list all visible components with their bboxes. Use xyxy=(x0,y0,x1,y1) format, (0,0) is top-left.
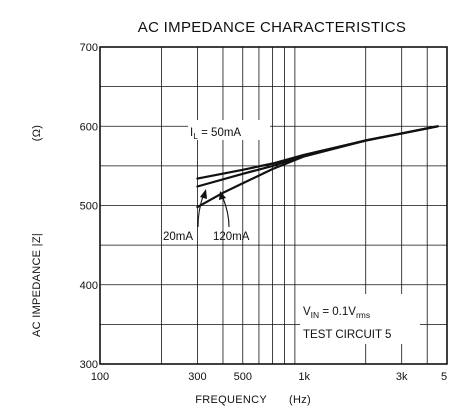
leader-120ma xyxy=(222,197,230,228)
x-tick-label-5: 5 xyxy=(441,371,447,383)
annotations: IL = 50mA 20mA 120mA VIN = 0.1Vrms TEST … xyxy=(163,120,420,344)
label-120ma: 120mA xyxy=(213,231,250,243)
series-line-20ma xyxy=(196,125,439,209)
y-axis-title-group: AC IMPEDANCE |Z| (Ω) xyxy=(31,125,43,337)
arrowhead-120ma xyxy=(219,191,226,200)
il-label-background xyxy=(188,120,270,140)
vin-label: VIN = 0.1Vrms xyxy=(303,306,370,320)
il-label-value: = 50mA xyxy=(198,127,241,139)
il-label-sub: L xyxy=(193,131,198,141)
y-axis-unit: (Ω) xyxy=(31,125,43,141)
vin-sub: IN xyxy=(311,310,320,320)
plot-frame xyxy=(99,46,448,365)
x-axis-title: FREQUENCY xyxy=(195,394,267,406)
x-tick-label-3k: 3k xyxy=(396,371,408,383)
y-tick-label-300: 300 xyxy=(80,359,98,371)
arrowhead-20ma xyxy=(200,189,207,199)
chart-title: AC IMPEDANCE CHARACTERISTICS xyxy=(138,19,406,36)
il-label: IL = 50mA xyxy=(190,127,241,141)
y-tick-label-500: 500 xyxy=(80,201,98,213)
vin-main: V xyxy=(303,306,311,318)
y-tick-label-600: 600 xyxy=(80,121,98,133)
x-tick-label-100: 100 xyxy=(91,371,109,383)
test-circuit-label: TEST CIRCUIT 5 xyxy=(303,329,391,341)
y-axis-title: AC IMPEDANCE |Z| xyxy=(31,233,43,337)
il-label-main: I xyxy=(190,127,193,139)
conditions-background xyxy=(300,294,420,344)
y-tick-label-400: 400 xyxy=(80,280,98,292)
leader-20ma xyxy=(197,195,204,228)
x-tick-label-1k: 1k xyxy=(298,371,310,383)
y-tick-label-700: 700 xyxy=(80,42,98,54)
x-tick-label-300: 300 xyxy=(188,371,206,383)
label-20ma: 20mA xyxy=(163,231,193,243)
series-group xyxy=(196,125,439,209)
vin-value: = 0.1V xyxy=(319,306,356,318)
vin-unit-sub: rms xyxy=(356,310,370,320)
x-axis-unit: (Hz) xyxy=(289,394,311,406)
x-tick-label-500: 500 xyxy=(234,371,252,383)
